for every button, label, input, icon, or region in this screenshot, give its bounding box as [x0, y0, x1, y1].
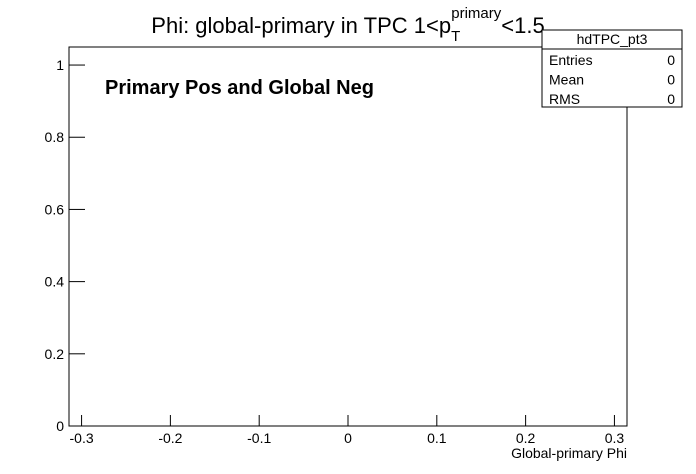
x-tick-label: -0.1	[247, 430, 271, 446]
stats-name: hdTPC_pt3	[577, 31, 648, 47]
x-axis-label: Global-primary Phi	[511, 445, 627, 461]
stats-label: RMS	[549, 91, 580, 107]
stats-value: 0	[667, 72, 675, 88]
x-tick-label: 0.2	[516, 430, 536, 446]
stats-box: hdTPC_pt3	[541, 29, 683, 108]
y-tick-label: 0.6	[45, 201, 65, 217]
title-sub: T	[451, 28, 460, 45]
y-tick-label: 1	[56, 57, 64, 73]
y-tick-label: 0	[56, 418, 64, 434]
stats-value: 0	[667, 52, 675, 68]
y-tick-label: 0.8	[45, 129, 65, 145]
x-tick-label: 0.3	[605, 430, 625, 446]
stats-label: Mean	[549, 72, 584, 88]
title-text: Phi: global-primary in TPC 1<p	[151, 13, 451, 38]
title-sup: primary	[451, 5, 502, 22]
x-tick-label: -0.3	[70, 430, 94, 446]
stats-value: 0	[667, 91, 675, 107]
annotation: Primary Pos and Global Neg	[105, 77, 374, 99]
x-tick-label: -0.2	[158, 430, 182, 446]
y-tick-label: 0.2	[45, 346, 65, 362]
chart-title: Phi: global-primary in TPC 1<pTprimary<1…	[151, 5, 544, 45]
stats-label: Entries	[549, 52, 593, 68]
y-tick-label: 0.4	[45, 274, 65, 290]
title-tail: <1.5	[501, 13, 544, 38]
stats-frame	[541, 29, 683, 108]
x-tick-label: 0	[344, 430, 352, 446]
x-tick-label: 0.1	[427, 430, 447, 446]
